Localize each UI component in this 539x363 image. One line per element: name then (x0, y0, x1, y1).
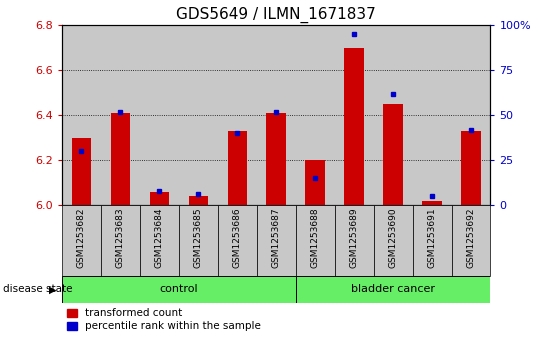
Text: ▶: ▶ (49, 285, 56, 294)
Bar (383, 104, 403, 205)
Bar (72, 138, 91, 205)
Text: GSM1253689: GSM1253689 (350, 207, 358, 268)
Text: bladder cancer: bladder cancer (351, 285, 435, 294)
Text: control: control (160, 285, 198, 294)
Bar (266, 113, 286, 205)
Bar (179, 205, 218, 276)
Text: GSM1253686: GSM1253686 (233, 207, 242, 268)
Bar (140, 25, 179, 205)
Bar (140, 205, 179, 276)
Title: GDS5649 / ILMN_1671837: GDS5649 / ILMN_1671837 (176, 7, 376, 23)
Bar (335, 205, 374, 276)
Legend: transformed count, percentile rank within the sample: transformed count, percentile rank withi… (67, 308, 261, 331)
Bar (257, 25, 296, 205)
Bar (218, 205, 257, 276)
Bar (110, 113, 130, 205)
Text: GSM1253687: GSM1253687 (272, 207, 281, 268)
Bar (374, 25, 412, 205)
Bar (179, 25, 218, 205)
Bar (296, 205, 335, 276)
Bar (452, 205, 490, 276)
Bar (101, 25, 140, 205)
Bar (101, 205, 140, 276)
Bar (62, 25, 101, 205)
Bar (306, 160, 325, 205)
Text: GSM1253684: GSM1253684 (155, 207, 164, 268)
Bar (296, 276, 490, 303)
Bar (150, 192, 169, 205)
Text: GSM1253688: GSM1253688 (310, 207, 320, 268)
Bar (189, 196, 208, 205)
Bar (227, 131, 247, 205)
Bar (257, 205, 296, 276)
Bar (218, 25, 257, 205)
Text: GSM1253685: GSM1253685 (194, 207, 203, 268)
Bar (423, 201, 442, 205)
Text: GSM1253683: GSM1253683 (116, 207, 125, 268)
Bar (412, 25, 452, 205)
Bar (452, 25, 490, 205)
Text: GSM1253691: GSM1253691 (427, 207, 437, 268)
Bar (461, 131, 481, 205)
Bar (412, 205, 452, 276)
Text: GSM1253690: GSM1253690 (389, 207, 398, 268)
Text: GSM1253682: GSM1253682 (77, 207, 86, 268)
Bar (335, 25, 374, 205)
Bar (344, 48, 364, 205)
Bar (62, 276, 296, 303)
Text: disease state: disease state (3, 285, 72, 294)
Text: GSM1253692: GSM1253692 (467, 207, 475, 268)
Bar (62, 205, 101, 276)
Bar (374, 205, 412, 276)
Bar (296, 25, 335, 205)
